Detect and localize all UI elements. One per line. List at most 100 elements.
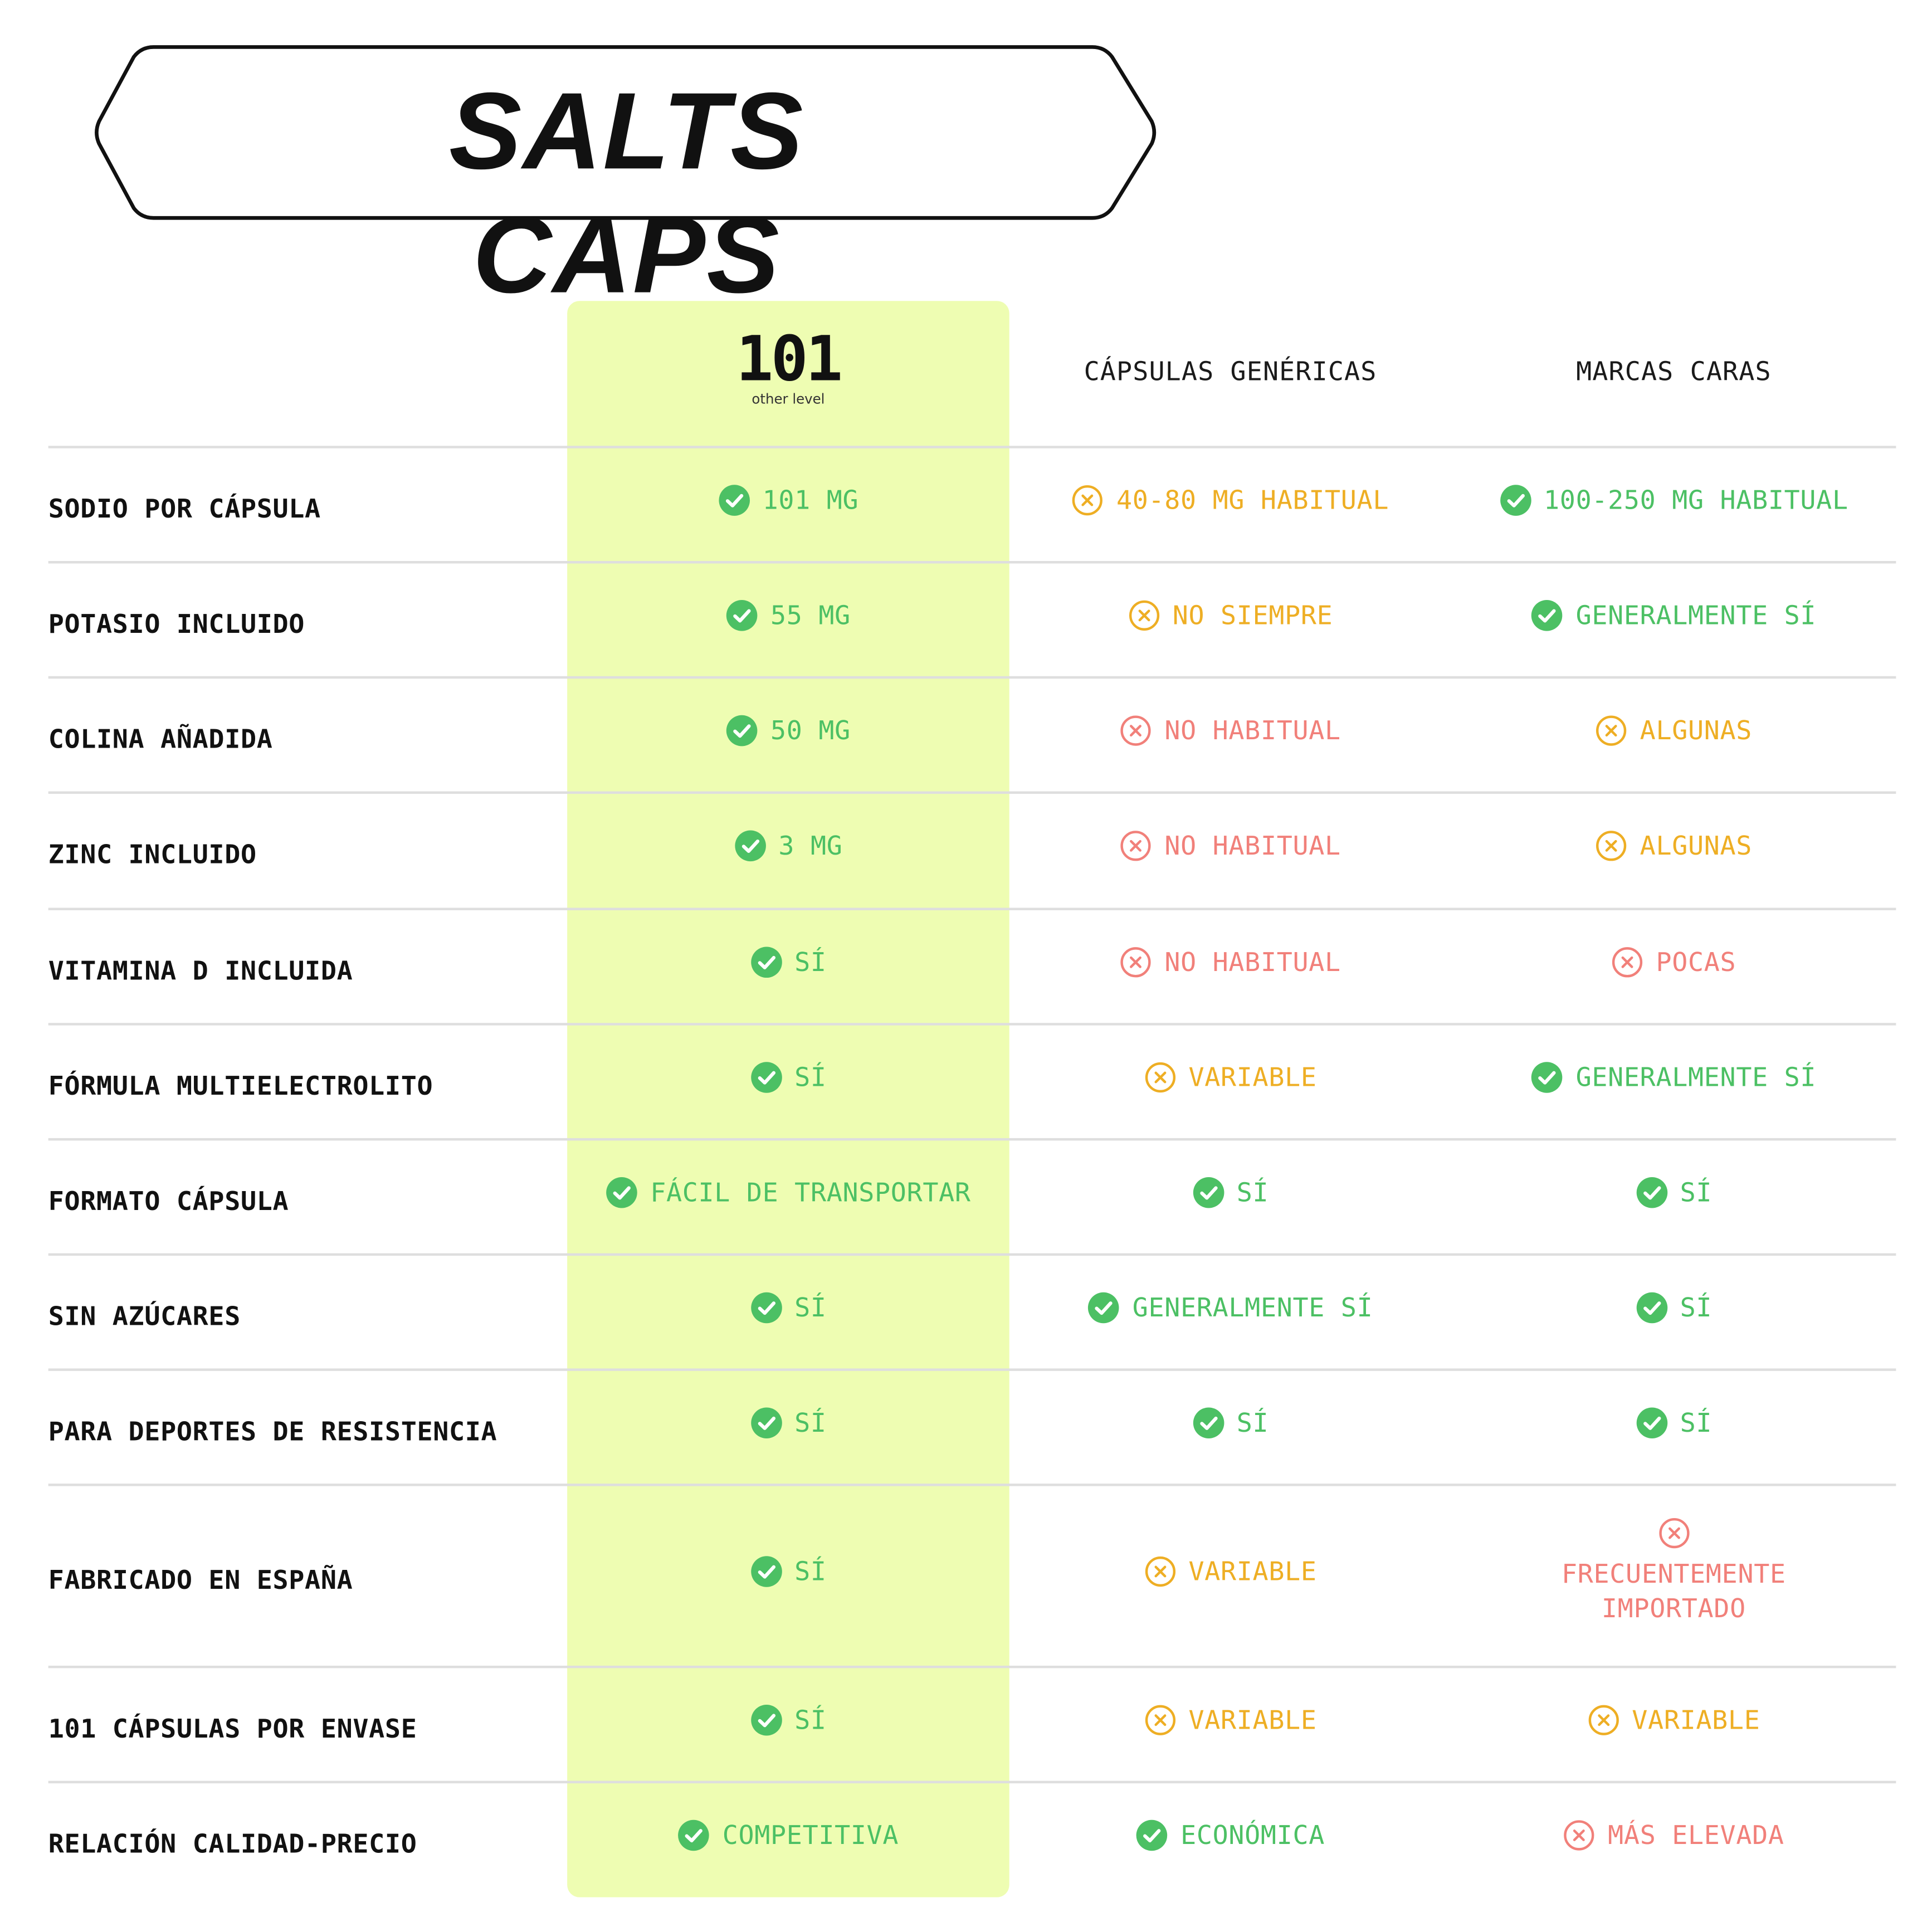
cell-text: ECONÓMICA: [1180, 1819, 1325, 1850]
check-circle-icon: [1636, 1407, 1667, 1438]
table-cell: VARIABLE: [1009, 1668, 1452, 1771]
check-circle-icon: [750, 1704, 782, 1735]
row-label: FORMATO CÁPSULA: [48, 1185, 289, 1216]
cell-text: 100-250 MG HABITUAL: [1544, 485, 1848, 515]
row-label: COLINA AÑADIDA: [48, 724, 273, 754]
cell-text: GENERALMENTE SÍ: [1575, 1062, 1817, 1092]
check-circle-icon: [606, 1176, 637, 1208]
page-title: SALTS CAPS: [448, 69, 804, 316]
cell-text: SÍ: [1680, 1177, 1713, 1207]
brand-logo: 101 other level: [567, 324, 1009, 423]
cell-text: 40-80 MG HABITUAL: [1116, 485, 1389, 515]
row-label: ZINC INCLUIDO: [48, 840, 257, 870]
row-divider: [48, 1253, 1896, 1256]
row-label: 101 CÁPSULAS POR ENVASE: [48, 1713, 417, 1743]
check-circle-icon: [1192, 1407, 1224, 1438]
table-cell: FÁCIL DE TRANSPORTAR: [567, 1140, 1009, 1243]
table-cell: COMPETITIVA: [567, 1783, 1009, 1886]
table-cell: VARIABLE: [1451, 1668, 1896, 1771]
table-cell: SÍ: [567, 1486, 1009, 1656]
cell-text: COMPETITIVA: [722, 1819, 899, 1850]
table-cell: 55 MG: [567, 563, 1009, 666]
table-cell: SÍ: [567, 910, 1009, 1013]
table-cell: SÍ: [567, 1668, 1009, 1771]
cell-text: 55 MG: [770, 600, 851, 630]
check-circle-icon: [1636, 1291, 1667, 1323]
x-circle-icon: [1145, 1704, 1175, 1735]
cell-text: GENERALMENTE SÍ: [1132, 1292, 1373, 1323]
row-label: POTASIO INCLUIDO: [48, 608, 305, 638]
cell-text: GENERALMENTE SÍ: [1575, 600, 1817, 630]
cell-text: VARIABLE: [1188, 1556, 1317, 1586]
cell-text: 3 MG: [778, 831, 843, 861]
table-cell: 50 MG: [567, 679, 1009, 782]
table-cell: GENERALMENTE SÍ: [1451, 563, 1896, 666]
row-divider: [48, 1665, 1896, 1668]
check-circle-icon: [1136, 1819, 1168, 1851]
brand-number: 101: [736, 323, 843, 396]
check-circle-icon: [718, 484, 750, 515]
check-circle-icon: [1500, 484, 1531, 515]
table-cell: 101 MG: [567, 448, 1009, 552]
banner-shape: [95, 45, 1157, 220]
check-circle-icon: [1192, 1176, 1224, 1208]
cell-text: FÁCIL DE TRANSPORTAR: [650, 1177, 971, 1207]
x-circle-icon: [1658, 1517, 1689, 1548]
brand-tagline: other level: [752, 391, 825, 408]
row-divider: [48, 446, 1896, 448]
table-cell: SÍ: [1451, 1140, 1896, 1243]
table-cell: SÍ: [1451, 1371, 1896, 1474]
cell-text: 101 MG: [762, 485, 859, 515]
cell-text: SÍ: [1236, 1407, 1269, 1437]
row-divider: [48, 1484, 1896, 1486]
cell-text: SÍ: [794, 1407, 827, 1437]
row-divider: [48, 1780, 1896, 1784]
row-label: SIN AZÚCARES: [48, 1301, 241, 1331]
cell-text-line: IMPORTADO: [1601, 1593, 1746, 1623]
check-circle-icon: [1636, 1176, 1667, 1208]
cell-text-line: FRECUENTEMENTE: [1561, 1558, 1786, 1588]
check-circle-icon: [750, 1291, 782, 1323]
table-cell: VARIABLE: [1009, 1486, 1452, 1656]
table-cell: SÍ: [1009, 1140, 1452, 1243]
table-cell: ALGUNAS: [1451, 794, 1896, 898]
table-cell: ECONÓMICA: [1009, 1783, 1452, 1886]
cell-text: SÍ: [794, 1556, 827, 1586]
x-circle-icon: [1588, 1704, 1619, 1735]
cell-text: NO HABITUAL: [1164, 947, 1341, 977]
table-cell: 100-250 MG HABITUAL: [1451, 448, 1896, 552]
cell-text: NO HABITUAL: [1164, 831, 1341, 861]
x-circle-icon: [1596, 715, 1627, 745]
table-cell: SÍ: [1009, 1371, 1452, 1474]
check-circle-icon: [750, 1061, 782, 1092]
table-cell: SÍ: [567, 1256, 1009, 1359]
row-label: SODIO POR CÁPSULA: [48, 493, 321, 524]
table-cell: MÁS ELEVADA: [1451, 1783, 1896, 1886]
table-cell: 40-80 MG HABITUAL: [1009, 448, 1452, 552]
check-circle-icon: [750, 1407, 782, 1438]
table-cell: NO HABITUAL: [1009, 910, 1452, 1013]
row-divider: [48, 908, 1896, 910]
table-cell: NO SIEMPRE: [1009, 563, 1452, 666]
check-circle-icon: [750, 946, 782, 977]
cell-text: ALGUNAS: [1640, 715, 1753, 745]
x-circle-icon: [1145, 1555, 1175, 1586]
row-divider: [48, 1138, 1896, 1141]
row-divider: [48, 1368, 1896, 1371]
table-cell: GENERALMENTE SÍ: [1451, 1026, 1896, 1129]
x-circle-icon: [1612, 947, 1643, 977]
title-banner: SALTS CAPS: [94, 45, 1157, 316]
row-divider: [48, 1023, 1896, 1026]
column-header-premium: MARCAS CARAS: [1576, 357, 1772, 387]
check-circle-icon: [1088, 1291, 1120, 1323]
row-label: VITAMINA D INCLUIDA: [48, 955, 353, 985]
cell-text: VARIABLE: [1632, 1704, 1760, 1735]
check-circle-icon: [750, 1555, 782, 1587]
cell-text: SÍ: [794, 1704, 827, 1735]
table-cell: GENERALMENTE SÍ: [1009, 1256, 1452, 1359]
cell-text: SÍ: [794, 1292, 827, 1323]
check-circle-icon: [678, 1819, 710, 1851]
cell-text: SÍ: [1236, 1177, 1269, 1207]
column-header-generic: CÁPSULAS GENÉRICAS: [1084, 357, 1377, 387]
row-label: FÓRMULA MULTIELECTROLITO: [48, 1070, 433, 1101]
